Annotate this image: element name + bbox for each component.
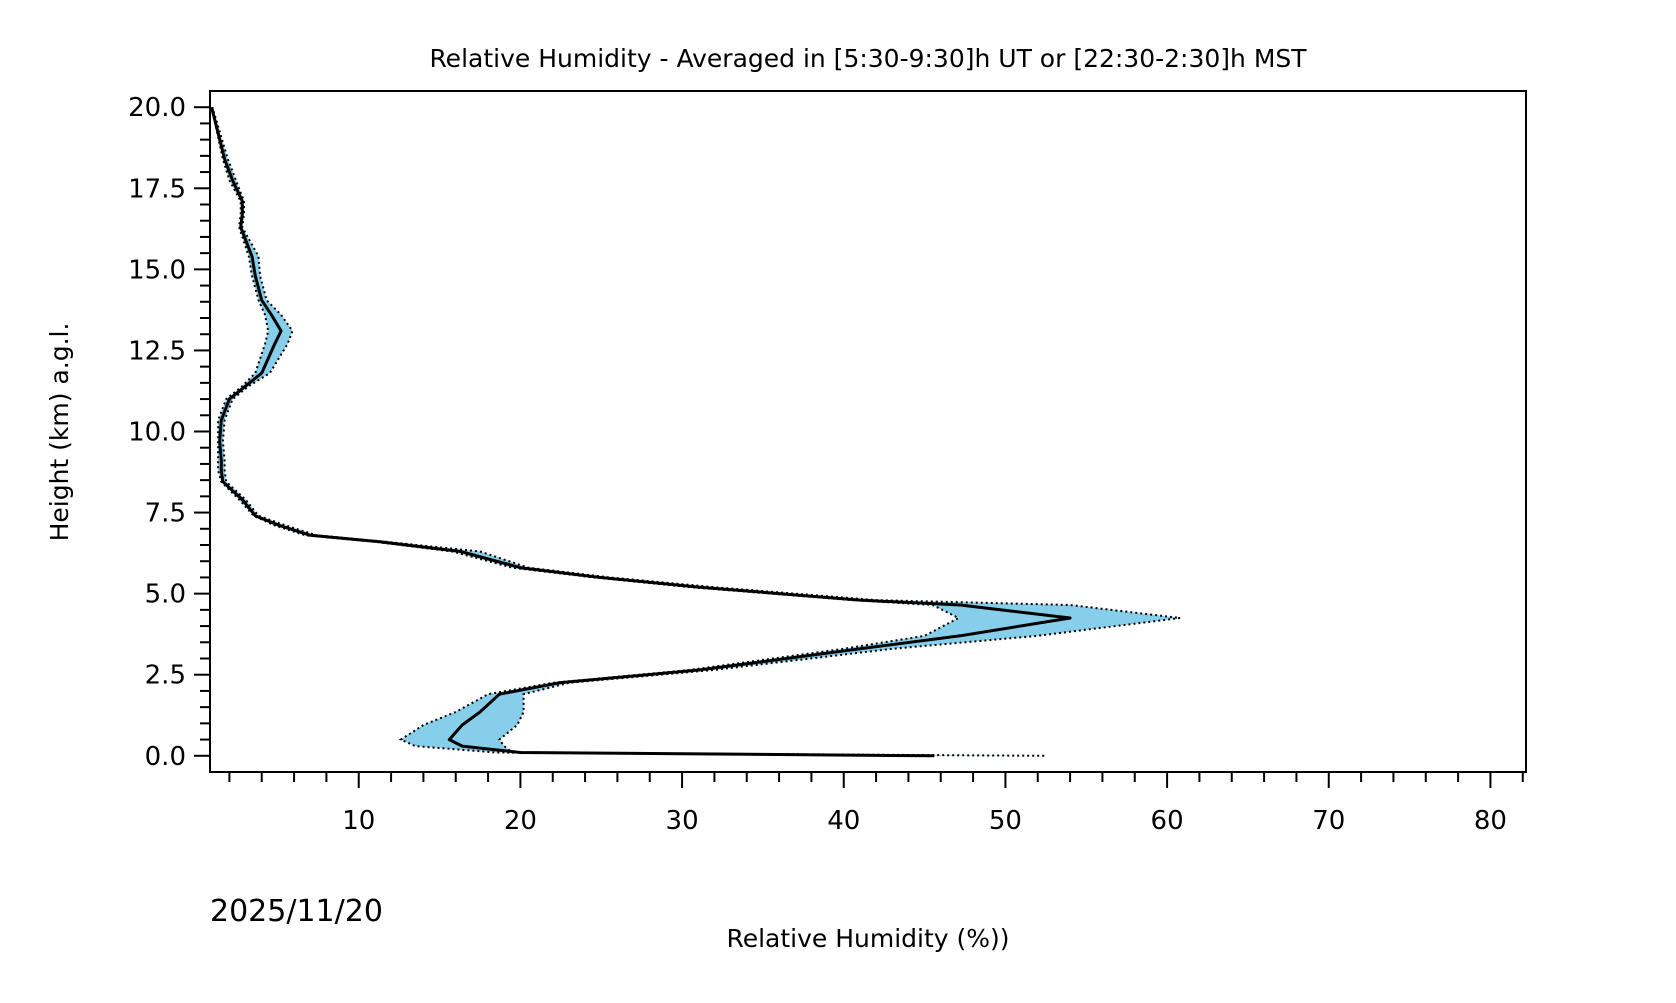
y-tick-label: 7.5 [145, 499, 186, 529]
y-tick-label: 20.0 [128, 93, 186, 123]
x-tick-label: 70 [1312, 806, 1345, 836]
x-tick-label: 40 [827, 806, 860, 836]
y-axis: 0.0 2.5 5.0 7.5 10.0 12.5 15.0 17.5 20.0 [128, 93, 210, 772]
uncertainty-band [211, 107, 1181, 756]
y-tick-label: 12.5 [128, 336, 186, 366]
y-axis-label: Height (km) a.g.l. [45, 323, 74, 542]
series-upper [211, 106, 1181, 757]
plot-frame [209, 90, 1527, 773]
y-tick-label: 10.0 [128, 418, 186, 448]
x-tick-label: 30 [666, 806, 699, 836]
x-tick-label: 20 [504, 806, 537, 836]
x-axis: 10 20 30 40 50 60 70 80 [228, 772, 1524, 836]
plot-area [210, 106, 1181, 758]
y-tick-label: 5.0 [145, 580, 186, 610]
x-tick-label: 80 [1474, 806, 1507, 836]
y-tick-label: 17.5 [128, 174, 186, 204]
chart-title: Relative Humidity - Averaged in [5:30-9:… [429, 44, 1307, 73]
x-tick-label: 60 [1151, 806, 1184, 836]
x-axis-label: Relative Humidity (%)) [726, 924, 1009, 953]
y-tick-label: 15.0 [128, 255, 186, 285]
x-tick-label: 50 [989, 806, 1022, 836]
series-mean [210, 106, 1072, 758]
date-label: 2025/11/20 [210, 894, 383, 929]
y-tick-label: 0.0 [145, 742, 186, 772]
series-lower [210, 106, 961, 757]
y-tick-label: 2.5 [145, 661, 186, 691]
x-tick-label: 10 [342, 806, 375, 836]
